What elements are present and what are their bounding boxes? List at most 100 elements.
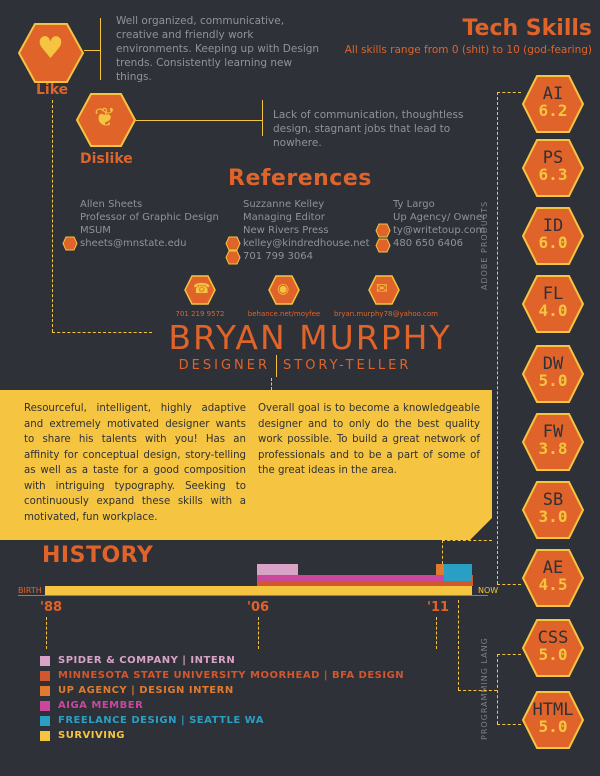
- legend-swatch: [40, 655, 50, 666]
- bar-aiga: [257, 575, 467, 581]
- legend-swatch: [40, 700, 50, 711]
- legend-swatch: [40, 670, 50, 681]
- legend-item: FREELANCE DESIGN | SEATTLE WA: [40, 713, 404, 728]
- dislike-hexagon: ❦: [76, 92, 136, 148]
- bio-right: Overall goal is to become a knowledgeabl…: [258, 403, 480, 476]
- like-hexagon: ♥: [18, 22, 84, 84]
- skill-hexagon: [521, 413, 585, 471]
- skill-name: CSS: [537, 628, 569, 648]
- skill-value: 5.0: [538, 371, 568, 390]
- bar-upagency: [436, 564, 444, 575]
- skill-value: 5.0: [538, 645, 568, 664]
- mail-icon: [375, 223, 391, 242]
- contact-phone-hex: ☎: [184, 275, 216, 309]
- bird-icon: ❦: [94, 103, 116, 133]
- programming-label: PROGRAMMING LANG: [480, 637, 489, 740]
- skill-name: FL: [542, 284, 564, 304]
- envelope-icon: ✉: [376, 281, 388, 297]
- skill-value: 6.0: [538, 233, 568, 252]
- contact-email-hex: ✉: [368, 275, 400, 309]
- skill-value: 5.0: [538, 717, 568, 736]
- legend-label: MINNESOTA STATE UNIVERSITY MOORHEAD | BF…: [58, 670, 405, 681]
- skill-hexagon: [521, 139, 585, 197]
- legend-item: SURVIVING: [40, 728, 404, 743]
- legend-item: SPIDER & COMPANY | INTERN: [40, 653, 404, 668]
- skill-ae: AE 4.5: [521, 548, 585, 608]
- bar-freelance: [444, 564, 472, 575]
- skill-value: 6.3: [538, 165, 568, 184]
- skill-hexagon: [521, 75, 585, 133]
- phone-icon: [225, 250, 241, 269]
- skill-value: 3.0: [538, 507, 568, 526]
- history-end-label: NOW: [478, 586, 499, 595]
- history-legend: SPIDER & COMPANY | INTERN MINNESOTA STATE…: [40, 653, 404, 743]
- skill-name: DW: [542, 354, 564, 374]
- legend-label: UP AGENCY | DESIGN INTERN: [58, 685, 234, 696]
- like-text: Well organized, communicative, creative …: [116, 15, 320, 83]
- year-88: '88: [40, 600, 63, 615]
- skill-ai: AI 6.2: [521, 74, 585, 134]
- bio-left: Resourceful, intelligent, highly adaptiv…: [24, 403, 246, 523]
- skill-name: AE: [542, 558, 564, 578]
- skill-name: SB: [542, 490, 564, 510]
- bar-surviving: [45, 586, 472, 595]
- contact-phone[interactable]: 701 219 9572: [175, 310, 225, 318]
- bar-freelance2: [444, 575, 472, 581]
- web-icon: ◉: [277, 281, 290, 297]
- contact-web[interactable]: behance.net/moyfee: [247, 310, 321, 318]
- bio-band: [0, 390, 492, 540]
- legend-label: AIGA MEMBER: [58, 700, 144, 711]
- role-left: DESIGNER: [178, 358, 270, 373]
- references-title: References: [228, 166, 372, 191]
- legend-label: SURVIVING: [58, 730, 126, 741]
- contact-email[interactable]: bryan.murphy78@yahoo.com: [334, 310, 438, 318]
- skill-hexagon: [521, 345, 585, 403]
- legend-swatch: [40, 685, 50, 696]
- dislike-label: Dislike: [80, 151, 133, 167]
- legend-item: UP AGENCY | DESIGN INTERN: [40, 683, 404, 698]
- phone-icon: ☎: [193, 281, 211, 297]
- reference-3: Ty Largo Up Agency/ Owner ty@writetoup.c…: [393, 199, 487, 249]
- skill-name: ID: [542, 216, 564, 236]
- history-title: HISTORY: [42, 543, 154, 568]
- contact-web-hex: ◉: [268, 275, 300, 309]
- tech-skills-title: Tech Skills: [462, 16, 592, 41]
- skill-hexagon: [521, 207, 585, 265]
- skill-value: 4.0: [538, 301, 568, 320]
- legend-item: MINNESOTA STATE UNIVERSITY MOORHEAD | BF…: [40, 668, 404, 683]
- skill-name: PS: [542, 148, 564, 168]
- legend-label: FREELANCE DESIGN | SEATTLE WA: [58, 715, 264, 726]
- role-divider: [276, 355, 277, 377]
- mail-icon: [62, 236, 78, 255]
- skill-hexagon: [521, 549, 585, 607]
- skill-hexagon: [521, 691, 585, 749]
- legend-swatch: [40, 730, 50, 741]
- person-name: BRYAN MURPHY: [168, 318, 452, 357]
- reference-2: Suzzanne Kelley Managing Editor New Rive…: [243, 199, 370, 262]
- phone-icon: [375, 238, 391, 257]
- mail-icon: [225, 236, 241, 255]
- skill-css: CSS 5.0: [521, 618, 585, 678]
- timeline-axis: [18, 595, 488, 596]
- skill-hexagon: [521, 481, 585, 539]
- bar-spider: [257, 564, 298, 575]
- tech-skills-subtitle: All skills range from 0 (shit) to 10 (go…: [344, 44, 592, 56]
- skill-value: 6.2: [538, 101, 568, 120]
- skill-id: ID 6.0: [521, 206, 585, 266]
- skill-html: HTML 5.0: [521, 690, 585, 750]
- reference-1: Allen Sheets Professor of Graphic Design…: [80, 199, 219, 249]
- legend-item: AIGA MEMBER: [40, 698, 404, 713]
- skill-value: 4.5: [538, 575, 568, 594]
- skill-value: 3.8: [538, 439, 568, 458]
- legend-label: SPIDER & COMPANY | INTERN: [58, 655, 236, 666]
- skill-name: HTML: [532, 700, 574, 720]
- like-label: Like: [36, 82, 69, 98]
- skill-hexagon: [521, 275, 585, 333]
- history-start-label: BIRTH: [18, 586, 42, 595]
- skill-name: AI: [542, 84, 564, 104]
- skill-hexagon: [521, 619, 585, 677]
- role-right: STORY-TELLER: [283, 358, 412, 373]
- skill-name: FW: [542, 422, 564, 442]
- skill-sb: SB 3.0: [521, 480, 585, 540]
- year-11: '11: [427, 600, 450, 615]
